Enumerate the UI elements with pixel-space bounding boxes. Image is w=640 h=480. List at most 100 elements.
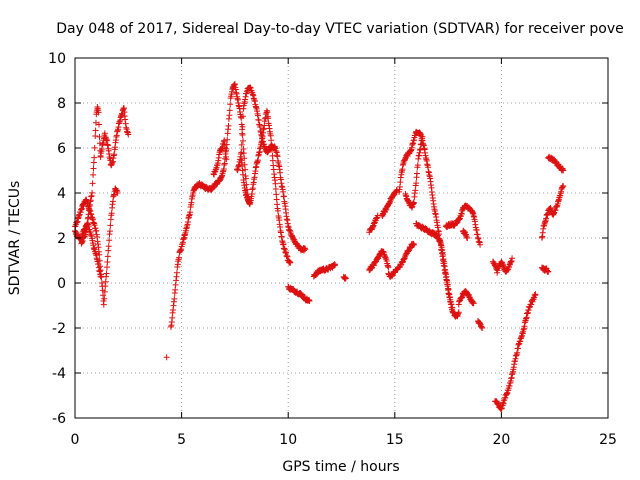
data-point [108, 210, 115, 217]
y-tick-label: 8 [57, 96, 66, 112]
data-point [89, 180, 96, 187]
data-point [238, 149, 245, 156]
data-point [105, 243, 112, 250]
data-point [90, 171, 97, 178]
plot-frame [74, 57, 609, 419]
data-point [287, 259, 294, 266]
y-tick-label: -4 [52, 366, 66, 382]
data-point [90, 165, 97, 172]
data-point [100, 301, 107, 308]
y-tick-label: -6 [52, 411, 66, 427]
x-tick-label: 10 [279, 432, 297, 448]
data-point [268, 146, 275, 153]
data-point [104, 258, 111, 265]
data-point [104, 253, 111, 260]
data-point [385, 264, 392, 271]
data-point [226, 107, 233, 114]
data-point [100, 292, 107, 299]
data-point [225, 122, 232, 129]
data-point [92, 127, 99, 134]
data-point [95, 109, 102, 116]
data-point [273, 191, 280, 198]
data-point [306, 298, 313, 304]
y-tick-label: -2 [52, 321, 66, 337]
data-point [89, 189, 96, 196]
x-tick-label: 15 [386, 432, 404, 448]
y-tick-label: 6 [57, 141, 66, 157]
data-point [91, 154, 98, 161]
x-axis-label: GPS time / hours [282, 459, 399, 475]
data-point [477, 241, 484, 248]
y-tick-labels: -6 -4 -2 0 2 4 6 8 10 [48, 51, 66, 427]
data-point [96, 133, 103, 140]
data-point [187, 209, 194, 216]
data-point [169, 314, 176, 321]
data-point [479, 325, 486, 331]
grid-lines [75, 58, 608, 418]
y-tick-label: 2 [57, 231, 66, 247]
data-point [107, 222, 114, 229]
data-point [122, 120, 129, 127]
data-point [470, 300, 477, 307]
data-point [92, 133, 99, 140]
data-point [171, 295, 178, 302]
data-point [238, 141, 245, 148]
data-point [95, 121, 102, 128]
data-point [265, 115, 272, 122]
data-point [240, 113, 247, 120]
data-point [532, 291, 539, 298]
data-point [239, 130, 246, 137]
axis-ticks [74, 57, 609, 419]
x-tick-label: 25 [599, 432, 617, 448]
data-point [98, 274, 105, 281]
y-tick-label: 0 [57, 276, 66, 292]
data-point [560, 167, 567, 174]
data-point [172, 286, 179, 293]
data-point [410, 241, 417, 248]
data-point [103, 264, 110, 271]
data-point [106, 237, 113, 244]
data-point [272, 180, 279, 187]
data-point [332, 262, 339, 268]
data-point [280, 193, 287, 200]
data-point [227, 101, 234, 108]
data-point [560, 183, 567, 190]
data-point [455, 309, 462, 316]
x-tick-label: 5 [177, 432, 186, 448]
y-axis-label: SDTVAR / TECUs [7, 181, 23, 296]
data-point [239, 123, 246, 130]
data-point [222, 148, 229, 155]
data-point [223, 156, 230, 163]
data-point [242, 175, 249, 182]
data-point [302, 246, 309, 253]
data-point [272, 185, 279, 192]
data-point [242, 166, 249, 173]
data-point [92, 119, 99, 126]
x-tick-label: 20 [492, 432, 510, 448]
data-point [101, 295, 108, 302]
data-point [173, 269, 180, 276]
data-point [91, 144, 98, 151]
data-point [176, 254, 183, 261]
data-point [240, 137, 247, 144]
x-tick-labels: 0 5 10 15 20 25 [71, 432, 617, 448]
data-point [106, 228, 113, 235]
data-point [413, 170, 420, 177]
data-point [97, 273, 104, 280]
data-point [240, 150, 247, 157]
data-point [545, 268, 552, 275]
data-point [509, 255, 516, 262]
data-point [103, 270, 110, 277]
x-tick-label: 0 [71, 432, 80, 448]
y-tick-label: 10 [48, 51, 66, 67]
data-point [419, 133, 426, 140]
data-point [102, 278, 109, 285]
data-point [101, 288, 108, 295]
data-point [414, 162, 421, 169]
data-point [163, 354, 170, 361]
chart-title: Day 048 of 2017, Sidereal Day-to-day VTE… [56, 21, 624, 37]
data-points [72, 81, 567, 412]
data-point [114, 190, 121, 196]
data-point [224, 136, 231, 143]
